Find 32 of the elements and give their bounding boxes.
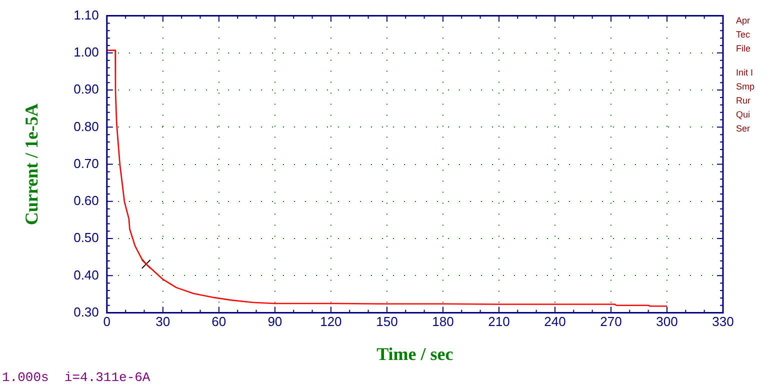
text: Apr	[736, 15, 750, 26]
y-tick-label: 0.40	[74, 267, 99, 282]
x-axis-title: Time / sec	[376, 344, 454, 364]
y-tick-label: 0.30	[74, 304, 99, 320]
text: Ser	[736, 123, 750, 134]
x-tick-label: 210	[488, 314, 510, 330]
x-tick-label: 0	[103, 314, 111, 330]
y-tick-label: 0.80	[74, 118, 99, 134]
x-tick-label: 150	[376, 314, 398, 330]
x-tick-label: 180	[432, 314, 454, 330]
y-tick-label: 1.00	[74, 44, 99, 60]
text: File	[736, 43, 751, 54]
y-axis-title: Current / 1e-5A	[21, 103, 42, 226]
y-tick-label: 0.60	[74, 193, 99, 208]
text: Qui	[736, 109, 750, 120]
text: Rur	[736, 95, 751, 106]
x-tick-label: 30	[156, 314, 170, 330]
x-tick-label: 270	[600, 314, 622, 330]
x-tick-label: 240	[544, 314, 566, 330]
y-tick-label: 0.90	[74, 82, 99, 97]
x-tick-label: 90	[268, 314, 282, 330]
y-tick-label: 0.50	[74, 230, 99, 246]
y-tick-label: 0.70	[74, 156, 99, 171]
text: Init I	[736, 67, 754, 78]
text: Smp	[736, 81, 755, 92]
x-tick-label: 300	[656, 314, 678, 330]
text: Tec	[736, 29, 751, 40]
text: 1.000s i=4.311e-6A	[2, 370, 150, 384]
x-tick-label: 120	[320, 314, 342, 330]
y-tick-label: 1.10	[74, 7, 99, 22]
x-tick-label: 60	[212, 314, 226, 330]
x-tick-label: 330	[712, 314, 734, 330]
